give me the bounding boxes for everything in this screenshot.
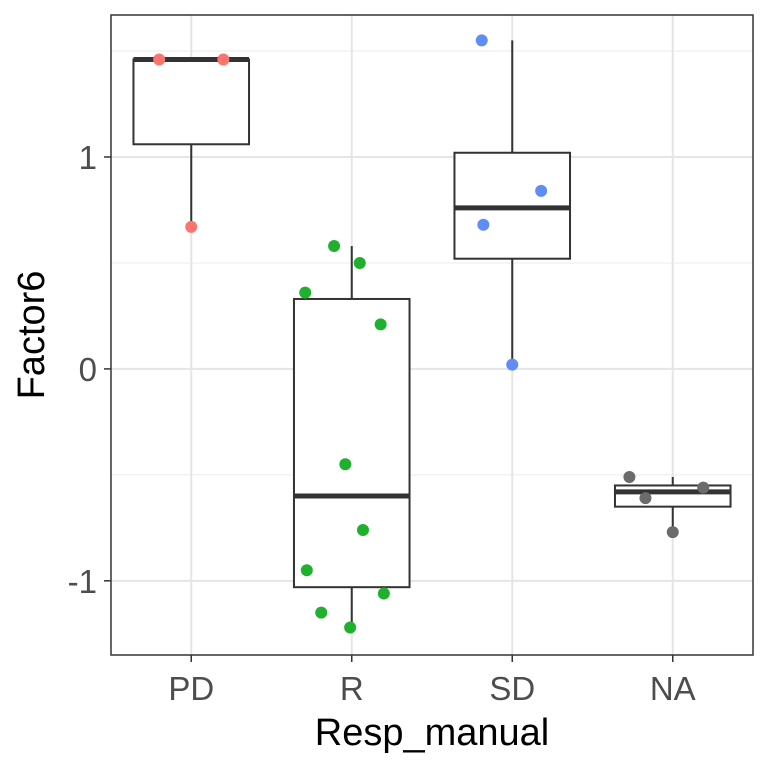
box-SD xyxy=(453,40,572,365)
box-R xyxy=(292,245,411,628)
data-point xyxy=(185,220,198,233)
data-point xyxy=(328,239,341,252)
data-point xyxy=(697,481,710,494)
data-point xyxy=(353,256,366,269)
data-point xyxy=(356,523,369,536)
x-axis-ticks: PD R SD NA xyxy=(168,655,696,707)
data-point xyxy=(535,184,548,197)
data-point xyxy=(666,526,679,539)
x-tick-label: PD xyxy=(168,670,214,707)
data-point xyxy=(339,458,352,471)
boxes-layer xyxy=(132,40,732,628)
y-tick-label: 1 xyxy=(79,139,97,176)
data-point xyxy=(477,218,490,231)
y-axis-ticks: -1 0 1 xyxy=(68,139,111,600)
box-body xyxy=(613,484,732,508)
data-point xyxy=(506,358,519,371)
x-axis-title: Resp_manual xyxy=(315,712,549,754)
box-body xyxy=(132,58,251,146)
data-point xyxy=(315,606,328,619)
points-layer xyxy=(153,34,710,634)
data-point xyxy=(300,564,313,577)
x-tick-label: NA xyxy=(650,670,696,707)
plot-border xyxy=(110,14,754,656)
data-point xyxy=(475,34,488,47)
data-point xyxy=(217,53,230,66)
y-axis-title: Factor6 xyxy=(11,271,53,400)
data-point xyxy=(344,621,357,634)
data-point xyxy=(299,286,312,299)
data-point xyxy=(639,492,652,505)
data-point xyxy=(153,53,166,66)
data-point xyxy=(623,470,636,483)
y-tick-label: 0 xyxy=(79,351,97,388)
data-point xyxy=(377,587,390,600)
data-point xyxy=(374,318,387,331)
box-body xyxy=(292,297,411,589)
x-tick-label: R xyxy=(340,670,364,707)
y-tick-label: -1 xyxy=(68,563,97,600)
box-PD xyxy=(132,57,251,227)
x-tick-label: SD xyxy=(489,670,535,707)
